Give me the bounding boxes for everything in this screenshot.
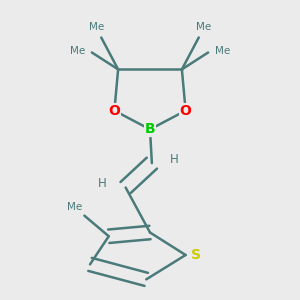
Text: Me: Me — [68, 202, 82, 212]
Text: O: O — [180, 103, 192, 118]
Text: Me: Me — [89, 22, 104, 32]
Text: Me: Me — [196, 22, 211, 32]
Text: H: H — [98, 177, 107, 190]
Text: S: S — [191, 248, 201, 262]
Text: H: H — [170, 153, 179, 166]
Text: B: B — [145, 122, 155, 136]
Text: O: O — [108, 103, 120, 118]
Text: Me: Me — [215, 46, 230, 56]
Text: Me: Me — [70, 46, 85, 56]
